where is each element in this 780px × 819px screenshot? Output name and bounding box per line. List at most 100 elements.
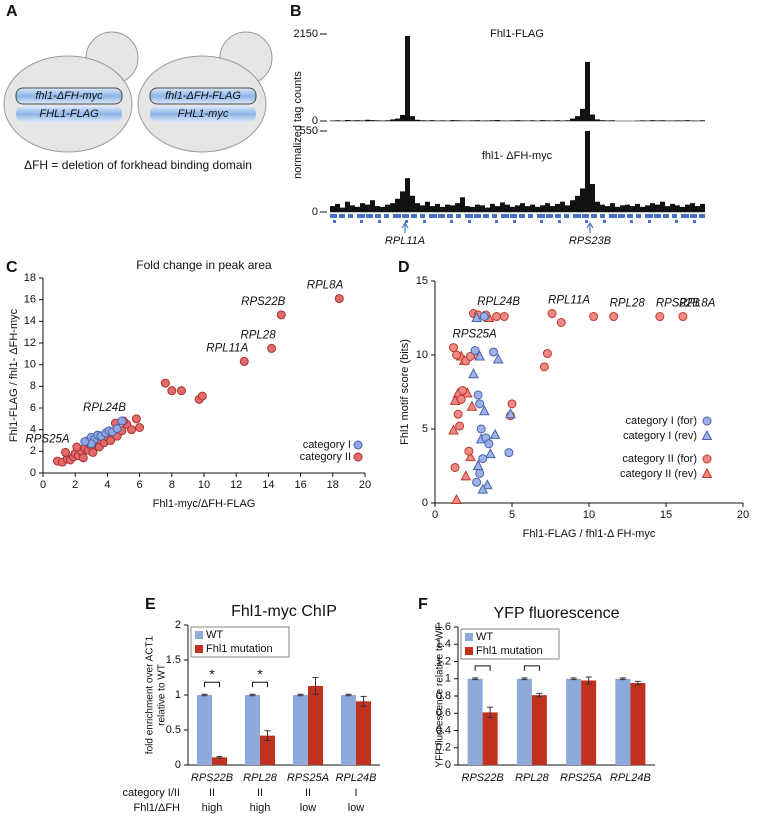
bar: [245, 695, 260, 765]
legend-label: WT: [476, 631, 493, 643]
x-tick-label: RPL28: [243, 772, 278, 784]
y-tick-label: 550: [300, 125, 318, 137]
significance-bracket: [475, 666, 490, 671]
signal-bin: [345, 202, 350, 212]
gene-feature: [438, 214, 445, 218]
gene-feature: [675, 220, 678, 223]
x-tick-label: 16: [294, 479, 306, 491]
signal-bin: [350, 120, 355, 121]
signal-bin: [455, 120, 460, 121]
signal-bin: [470, 120, 475, 121]
y-tick-label: 0.5: [166, 724, 181, 736]
signal-bin: [435, 204, 440, 212]
signal-bin: [685, 120, 690, 121]
genome-label: FHL1-FLAG: [39, 108, 99, 120]
y-tick-label: 0: [30, 467, 36, 479]
point: [465, 447, 473, 455]
signal-bin: [600, 120, 605, 121]
signal-bin: [450, 205, 455, 212]
x-tick-label: 6: [137, 479, 143, 491]
legend-marker: [354, 441, 362, 449]
legend-marker: [703, 417, 711, 425]
gene-feature: [603, 220, 606, 223]
point: [471, 347, 479, 355]
gene-feature: [474, 214, 481, 218]
signal-bin: [340, 208, 345, 212]
signal-bin: [385, 205, 390, 212]
signal-bin: [700, 204, 705, 212]
point: [461, 471, 470, 480]
signal-bin: [335, 204, 340, 212]
legend-marker: [703, 469, 712, 478]
signal-bin: [505, 205, 510, 212]
point: [240, 357, 248, 365]
table-row-label: Fhl1/ΔFH: [134, 802, 181, 814]
gene-feature: [573, 214, 581, 218]
point: [477, 425, 485, 433]
signal-bin: [565, 205, 570, 212]
point: [590, 313, 598, 321]
signal-bin: [640, 120, 645, 121]
point: [469, 369, 478, 378]
signal-bin: [675, 205, 680, 212]
signal-bin: [680, 207, 685, 212]
annotation: RPL28: [240, 329, 276, 341]
annotation: RPS22B: [241, 296, 285, 308]
gene-feature: [405, 220, 408, 223]
gene-feature: [339, 214, 345, 218]
signal-bin: [685, 205, 690, 212]
signal-bin: [375, 206, 380, 212]
point: [62, 448, 70, 456]
gene-feature: [423, 220, 426, 223]
gene-feature: [645, 214, 653, 218]
y-axis-label: fold enrichment over ACT1: [145, 635, 156, 754]
x-tick-label: 14: [262, 479, 274, 491]
gene-feature: [378, 220, 381, 223]
legend-label: Fhl1 mutation: [476, 645, 543, 657]
signal-bin: [665, 206, 670, 212]
signal-bin: [700, 120, 705, 121]
y-tick-label: 2: [30, 445, 36, 457]
panel-letter: A: [6, 3, 18, 20]
gene-feature: [429, 214, 437, 218]
signal-bin: [570, 119, 575, 121]
signal-bin: [425, 202, 430, 212]
signal-bin: [540, 120, 545, 121]
signal-bin: [515, 120, 520, 121]
signal-bin: [480, 205, 485, 212]
x-tick-label: 2: [72, 479, 78, 491]
gene-feature: [393, 214, 401, 218]
gene-feature: [513, 220, 516, 223]
signal-bin: [365, 120, 370, 121]
panel-letter: C: [6, 259, 18, 276]
point: [457, 395, 465, 403]
gene-feature: [540, 220, 543, 223]
chart-title: Fold change in peak area: [136, 258, 272, 272]
signal-bin: [590, 184, 595, 212]
signal-bin: [405, 178, 410, 212]
signal-bin: [510, 207, 515, 212]
point: [268, 344, 276, 352]
bar: [293, 695, 308, 765]
point: [505, 449, 513, 457]
signal-bin: [670, 204, 675, 212]
point: [277, 311, 285, 319]
point: [479, 455, 487, 463]
y-tick-label: 0: [445, 759, 451, 771]
signal-bin: [610, 203, 615, 212]
signal-bin: [610, 120, 615, 121]
signal-bin: [580, 188, 585, 212]
gene-feature: [693, 220, 696, 223]
x-tick-label: 10: [583, 509, 595, 521]
signal-bin: [540, 205, 545, 212]
x-tick-label: 0: [40, 479, 46, 491]
table-cell: II: [209, 787, 215, 799]
point: [476, 400, 484, 408]
point: [335, 295, 343, 303]
y-tick-label: 2150: [294, 28, 318, 40]
signal-bin: [390, 119, 395, 121]
gene-feature: [537, 214, 545, 218]
gene-label: RPS23B: [569, 235, 611, 247]
table-cell: high: [250, 802, 271, 814]
plasmid-label: fhl1-ΔFH-myc: [35, 90, 103, 102]
